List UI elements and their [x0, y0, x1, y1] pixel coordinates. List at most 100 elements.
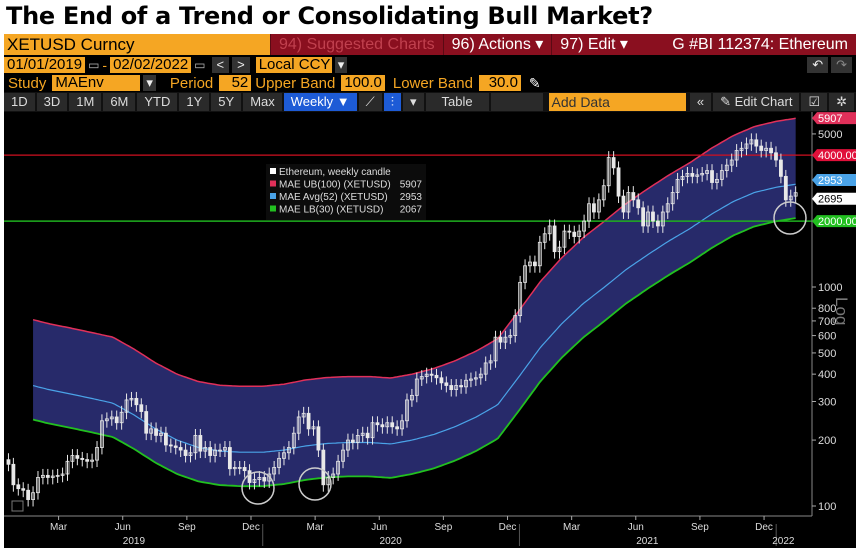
candle [675, 172, 680, 200]
end-date-input[interactable]: 02/02/2022 [110, 57, 192, 73]
currency-dropdown[interactable]: ▾ [334, 57, 348, 73]
candle [439, 371, 444, 390]
candle [11, 457, 16, 492]
candle [646, 205, 650, 233]
price-tag-bg [812, 149, 856, 162]
settings-icon[interactable]: ✲ [829, 93, 854, 111]
candle [596, 193, 601, 219]
candle-body [439, 377, 444, 384]
candle [75, 449, 80, 466]
range-6m[interactable]: 6M [103, 93, 136, 111]
lower-band-input[interactable]: 30.0 [478, 75, 521, 91]
legend-swatch [270, 193, 276, 199]
lower-band-line [32, 217, 796, 488]
candle-body [6, 459, 11, 465]
candle-body [341, 449, 345, 462]
upper-band-input[interactable]: 100.0 [341, 75, 385, 91]
pencil-icon[interactable]: ✎ [528, 74, 541, 91]
study-dropdown[interactable]: ▾ [143, 75, 156, 91]
range-1d[interactable]: 1D [4, 93, 35, 111]
start-date-input[interactable]: 01/01/2019 [4, 57, 86, 73]
candle-body [65, 460, 70, 475]
period-input[interactable]: 52 [219, 75, 252, 91]
candle-body [582, 220, 586, 232]
range-1y[interactable]: 1Y [179, 93, 210, 111]
ticker-field[interactable]: XETUSD Curncy [4, 34, 270, 55]
candle [203, 441, 208, 459]
candle [188, 446, 193, 463]
candle-body [469, 378, 473, 381]
price-tag: 4000.00 [812, 149, 856, 162]
highlight-circle [298, 467, 332, 501]
bloomberg-terminal: XETUSD Curncy 94) Suggested Charts 96) A… [4, 34, 856, 548]
candle-body [390, 422, 395, 428]
prev-button[interactable]: < [211, 57, 230, 73]
candle [355, 428, 360, 450]
candle-body [577, 230, 582, 237]
edit-menu[interactable]: 97) Edit ▾ [551, 34, 636, 55]
candle-body [459, 385, 464, 388]
candle [700, 167, 705, 182]
candle [272, 461, 277, 481]
candle [21, 482, 26, 498]
currency-select[interactable]: Local CCY [255, 57, 332, 73]
candle [350, 433, 355, 450]
candle-body [346, 439, 350, 451]
collapse-button[interactable]: « [689, 93, 712, 111]
range-5y[interactable]: 5Y [211, 93, 242, 111]
candle-body [631, 192, 636, 201]
candle [360, 426, 365, 443]
range-ytd[interactable]: YTD [137, 93, 178, 111]
calendar-icon[interactable]: ▭ [194, 58, 206, 72]
price-tag-label: 4000.00 [818, 150, 856, 162]
x-tick-label: Dec [242, 522, 260, 533]
candle-body [385, 422, 390, 428]
price-tag-bg [812, 215, 856, 228]
redo-button[interactable]: ↷ [831, 57, 852, 73]
range-3d[interactable]: 3D [36, 93, 68, 111]
price-chart[interactable]: Ethereum, weekly candle MAE UB(100) (XETU… [4, 112, 856, 548]
edit-chart-button[interactable]: ✎ Edit Chart [713, 93, 800, 111]
x-tick-label: Mar [50, 522, 68, 533]
range-max[interactable]: Max [243, 93, 282, 111]
candle-body [537, 241, 542, 267]
candle-body [724, 164, 729, 172]
candle-body [705, 170, 709, 174]
y-tick-label: 500 [818, 348, 836, 360]
table-button[interactable]: Table [425, 93, 489, 111]
candle-body [719, 170, 724, 180]
candle [414, 372, 419, 403]
line-chart-icon[interactable]: ⟋ [358, 93, 382, 111]
candle-body [710, 170, 714, 183]
candle-body [188, 452, 193, 456]
x-tick-label: Sep [178, 522, 196, 533]
undo-button[interactable]: ↶ [807, 57, 829, 73]
spacer [490, 93, 543, 111]
annotate-icon[interactable]: ☑ [801, 93, 828, 111]
frequency-select[interactable]: Weekly ▼ [283, 93, 357, 111]
calendar-icon[interactable]: ▭ [88, 58, 100, 72]
candle-body [50, 475, 55, 478]
next-button[interactable]: > [232, 57, 250, 73]
range-1m[interactable]: 1M [69, 93, 102, 111]
candle-body [783, 175, 788, 201]
candle-body [424, 373, 429, 377]
band-fill [33, 118, 796, 487]
candle [690, 167, 695, 184]
candle-body [198, 435, 203, 452]
candle-body [129, 397, 134, 401]
candle [129, 391, 134, 407]
candle [390, 416, 395, 434]
bar-chart-icon[interactable]: ⫶ [383, 93, 401, 111]
suggested-charts-menu[interactable]: 94) Suggested Charts [270, 34, 443, 55]
add-data-input[interactable]: Add Data [548, 93, 686, 111]
candle-body [621, 195, 626, 213]
candle-body [149, 428, 154, 434]
chart-type-dropdown[interactable]: ▾ [402, 93, 424, 111]
candle-body [262, 477, 267, 482]
study-input[interactable]: MAEnv [52, 75, 141, 91]
candle-body [178, 447, 183, 451]
actions-menu[interactable]: 96) Actions ▾ [442, 34, 552, 55]
candle-body [601, 185, 606, 201]
candle [291, 426, 296, 455]
